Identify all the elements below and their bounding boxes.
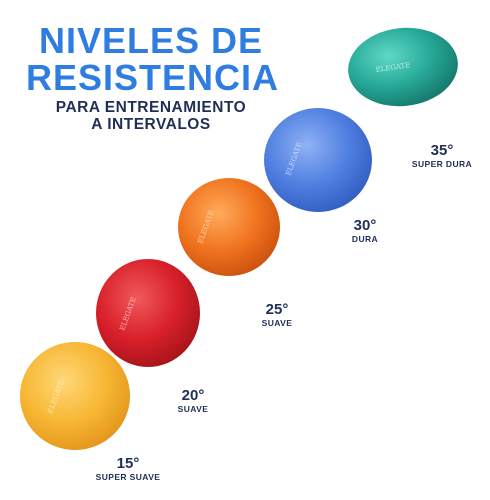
headline-subtitle1: PARA ENTRENAMIENTO [55, 99, 247, 116]
stress-ball-30: ELEGATE [262, 106, 374, 214]
headline-subtitle2: A INTERVALOS [91, 116, 211, 133]
headline: NIVELES DE RESISTENCIA PARA ENTRENAMIENT… [26, 20, 280, 133]
level-degree: 30° [353, 217, 377, 234]
level-degree: 35° [430, 142, 454, 159]
level-degree: 20° [181, 387, 205, 404]
stress-ball-25: ELEGATE [176, 176, 282, 278]
level-label-30: 30° DURA [340, 217, 390, 245]
level-label-15: 15° SUPER SUAVE [92, 455, 164, 483]
level-label-35: 35° SUPER DURA [408, 142, 476, 170]
level-name: SUAVE [261, 318, 293, 328]
level-degree: 15° [116, 455, 140, 472]
headline-line2: RESISTENCIA [26, 57, 280, 98]
headline-line1: NIVELES DE [38, 20, 264, 61]
level-degree: 25° [265, 301, 289, 318]
level-name: SUPER DURA [411, 159, 473, 169]
level-name: SUAVE [177, 404, 209, 414]
stress-ball-15: ELEGATE [18, 340, 132, 452]
stress-ball-35: ELEGATE [346, 26, 460, 108]
level-label-25: 25° SUAVE [252, 301, 302, 329]
level-label-20: 20° SUAVE [168, 387, 218, 415]
level-name: DURA [351, 234, 379, 244]
stress-ball-20: ELEGATE [94, 257, 202, 369]
level-name: SUPER SUAVE [95, 472, 161, 482]
